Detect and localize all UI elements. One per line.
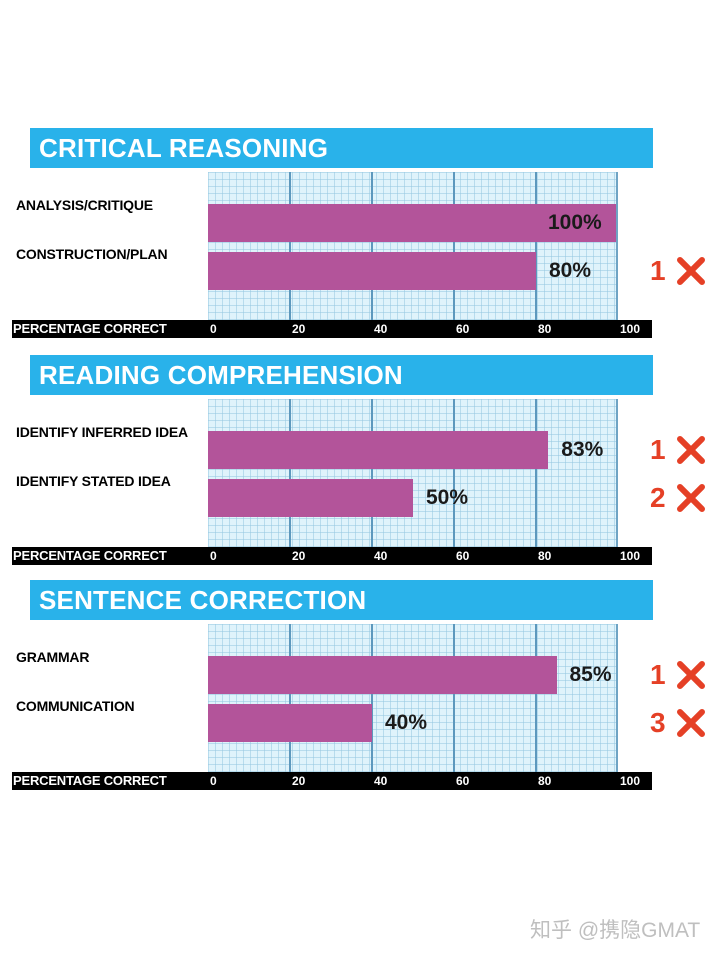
x-axis-title: PERCENTAGE CORRECT: [13, 321, 167, 336]
gridline: [453, 172, 455, 320]
x-tick-label: 20: [292, 322, 306, 336]
bar: [208, 656, 557, 694]
mistake-count: 3: [650, 707, 666, 738]
x-tick-label: 60: [456, 549, 470, 563]
x-tick-label: 40: [374, 549, 388, 563]
category-label: ANALYSIS/CRITIQUE: [16, 197, 153, 213]
plot-area: [208, 172, 618, 320]
category-label: COMMUNICATION: [16, 698, 135, 714]
mistake-count: 1: [650, 659, 666, 690]
mistake-marker: 3: [650, 706, 706, 740]
plot-area: [208, 624, 618, 772]
x-tick-label: 80: [538, 774, 552, 788]
x-tick-label: 80: [538, 322, 552, 336]
data-label: 40%: [385, 711, 428, 734]
section-title: SENTENCE CORRECTION: [30, 580, 653, 620]
gridline: [535, 624, 537, 772]
x-mark-icon: [677, 484, 705, 512]
gridline: [289, 624, 291, 772]
section-title: CRITICAL REASONING: [30, 128, 653, 168]
x-axis-title: PERCENTAGE CORRECT: [13, 773, 167, 788]
x-tick-label: 40: [374, 774, 388, 788]
gridline: [371, 399, 373, 547]
mistake-marker: 1: [650, 254, 706, 288]
chart-section: READING COMPREHENSION IDENTIFY INFERRED I…: [0, 355, 720, 567]
x-tick-label: 0: [210, 322, 217, 336]
x-axis-title: PERCENTAGE CORRECT: [13, 548, 167, 563]
gridline: [535, 399, 537, 547]
x-tick-label: 0: [210, 549, 217, 563]
x-tick-label: 40: [374, 322, 388, 336]
x-axis: PERCENTAGE CORRECT 0 20 40 60 80 100: [12, 320, 652, 338]
x-axis: PERCENTAGE CORRECT 0 20 40 60 80 100: [12, 772, 652, 790]
category-label: IDENTIFY STATED IDEA: [16, 473, 171, 489]
x-tick-label: 80: [538, 549, 552, 563]
section-title: READING COMPREHENSION: [30, 355, 653, 395]
plot-area: [208, 399, 618, 547]
bar: [208, 479, 413, 517]
x-tick-label: 60: [456, 774, 470, 788]
x-mark-icon: [677, 709, 705, 737]
gridline: [453, 624, 455, 772]
gridline: [289, 172, 291, 320]
x-mark-icon: [677, 661, 705, 689]
bar: [208, 431, 549, 469]
x-mark-icon: [677, 436, 705, 464]
gridline: [453, 399, 455, 547]
mistake-marker: 1: [650, 433, 706, 467]
category-label: IDENTIFY INFERRED IDEA: [16, 424, 188, 440]
data-label: 80%: [549, 259, 592, 282]
bar: [208, 252, 536, 290]
gridline: [289, 399, 291, 547]
mistake-marker: 2: [650, 481, 706, 515]
data-label: 100%: [548, 211, 602, 234]
x-tick-label: 100: [620, 322, 641, 336]
data-label: 50%: [426, 486, 469, 509]
chart-section: SENTENCE CORRECTION GRAMMAR 85% 1 COMMUNICAT…: [0, 580, 720, 792]
bar: [208, 704, 372, 742]
category-label: GRAMMAR: [16, 649, 90, 665]
x-mark-icon: [677, 257, 705, 285]
x-tick-label: 100: [620, 774, 641, 788]
x-tick-label: 60: [456, 322, 470, 336]
mistake-count: 1: [650, 255, 666, 286]
x-tick-label: 0: [210, 774, 217, 788]
x-axis: PERCENTAGE CORRECT 0 20 40 60 80 100: [12, 547, 652, 565]
x-tick-label: 20: [292, 549, 306, 563]
gridline: [371, 624, 373, 772]
mistake-count: 1: [650, 434, 666, 465]
data-label: 83%: [561, 438, 604, 461]
mistake-count: 2: [650, 482, 666, 513]
bar: [208, 204, 616, 242]
mistake-marker: 1: [650, 658, 706, 692]
gridline: [535, 172, 537, 320]
watermark: 知乎 @携隐GMAT: [530, 919, 701, 942]
chart-section: CRITICAL REASONING ANALYSIS/CRITIQUE 100% C…: [0, 128, 720, 340]
gridline: [371, 172, 373, 320]
x-tick-label: 100: [620, 549, 641, 563]
category-label: CONSTRUCTION/PLAN: [16, 246, 168, 262]
data-label: 85%: [569, 663, 612, 686]
x-tick-label: 20: [292, 774, 306, 788]
